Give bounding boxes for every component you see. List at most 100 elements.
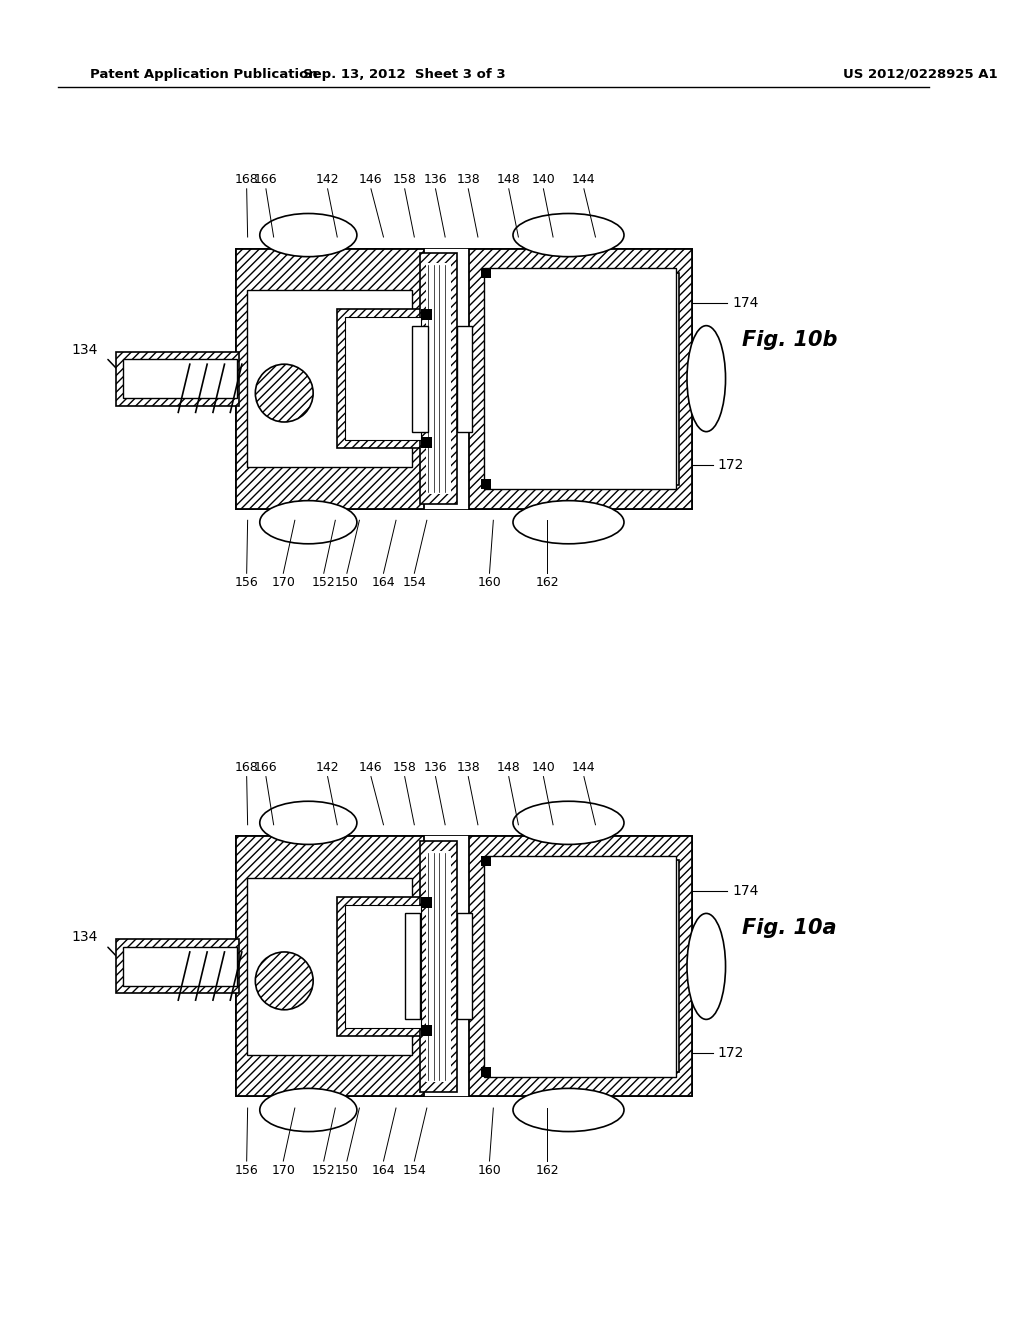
Bar bbox=[246, 288, 424, 470]
Bar bbox=[469, 837, 692, 1097]
Text: 144: 144 bbox=[572, 760, 596, 774]
Bar bbox=[421, 1026, 432, 1036]
Circle shape bbox=[255, 364, 313, 422]
Bar bbox=[345, 317, 421, 441]
Text: 138: 138 bbox=[457, 173, 480, 186]
Bar bbox=[420, 841, 457, 1092]
Text: 156: 156 bbox=[234, 1164, 258, 1177]
Bar bbox=[345, 904, 421, 1028]
Bar bbox=[415, 837, 486, 1097]
Text: 174: 174 bbox=[732, 884, 759, 898]
Bar bbox=[237, 837, 692, 1097]
Text: US 2012/0228925 A1: US 2012/0228925 A1 bbox=[843, 67, 997, 81]
Text: 146: 146 bbox=[359, 173, 383, 186]
Bar bbox=[421, 898, 432, 908]
Bar bbox=[237, 248, 692, 508]
Bar bbox=[481, 479, 492, 490]
Text: 160: 160 bbox=[477, 576, 502, 589]
Text: 166: 166 bbox=[254, 760, 278, 774]
Text: 134: 134 bbox=[72, 343, 98, 356]
Text: 164: 164 bbox=[372, 576, 395, 589]
Text: 174: 174 bbox=[732, 297, 759, 310]
Bar bbox=[123, 948, 237, 986]
Bar bbox=[116, 940, 239, 994]
Text: 142: 142 bbox=[315, 173, 339, 186]
Text: 136: 136 bbox=[424, 760, 447, 774]
Bar bbox=[116, 351, 239, 405]
Bar bbox=[457, 326, 472, 432]
Bar bbox=[123, 359, 237, 397]
Text: 158: 158 bbox=[393, 760, 417, 774]
Ellipse shape bbox=[260, 500, 357, 544]
Bar bbox=[413, 326, 428, 432]
Text: 162: 162 bbox=[536, 1164, 559, 1177]
Text: 168: 168 bbox=[234, 760, 258, 774]
Bar bbox=[415, 248, 486, 508]
Ellipse shape bbox=[260, 214, 357, 256]
Bar bbox=[486, 273, 679, 484]
Bar bbox=[457, 913, 472, 1019]
Text: 146: 146 bbox=[359, 760, 383, 774]
Bar bbox=[481, 268, 492, 279]
Ellipse shape bbox=[260, 801, 357, 845]
Bar bbox=[426, 851, 451, 1082]
Bar bbox=[483, 855, 677, 1077]
Text: 166: 166 bbox=[254, 173, 278, 186]
Text: Fig. 10b: Fig. 10b bbox=[742, 330, 838, 350]
Text: 152: 152 bbox=[312, 576, 336, 589]
Bar bbox=[481, 855, 492, 866]
Circle shape bbox=[255, 952, 313, 1010]
Text: 158: 158 bbox=[393, 173, 417, 186]
Text: 150: 150 bbox=[335, 1164, 358, 1177]
Text: 134: 134 bbox=[72, 931, 98, 945]
Text: 162: 162 bbox=[536, 576, 559, 589]
Text: 138: 138 bbox=[457, 760, 480, 774]
Bar bbox=[483, 268, 677, 490]
Bar bbox=[404, 913, 420, 1019]
Text: 164: 164 bbox=[372, 1164, 395, 1177]
Text: 172: 172 bbox=[718, 1047, 744, 1060]
Bar bbox=[237, 837, 424, 1097]
Text: 160: 160 bbox=[477, 1164, 502, 1177]
Bar bbox=[421, 309, 432, 319]
Ellipse shape bbox=[513, 214, 624, 256]
Bar bbox=[246, 875, 424, 1057]
Text: 172: 172 bbox=[718, 458, 744, 473]
Text: 154: 154 bbox=[402, 576, 426, 589]
Ellipse shape bbox=[260, 1089, 357, 1131]
Bar bbox=[421, 437, 432, 447]
Text: 170: 170 bbox=[271, 576, 295, 589]
Bar bbox=[337, 898, 429, 1036]
Text: 150: 150 bbox=[335, 576, 358, 589]
Text: h: h bbox=[589, 494, 596, 503]
Text: Patent Application Publication: Patent Application Publication bbox=[90, 67, 317, 81]
Ellipse shape bbox=[687, 913, 726, 1019]
Bar bbox=[426, 263, 451, 494]
Bar bbox=[247, 290, 413, 467]
Bar bbox=[469, 248, 692, 508]
Ellipse shape bbox=[513, 500, 624, 544]
Ellipse shape bbox=[513, 801, 624, 845]
Text: 152: 152 bbox=[312, 1164, 336, 1177]
Text: 144: 144 bbox=[572, 173, 596, 186]
Bar bbox=[237, 248, 424, 508]
Text: 168: 168 bbox=[234, 173, 258, 186]
Bar bbox=[481, 1067, 492, 1077]
Bar bbox=[420, 253, 457, 504]
Bar bbox=[337, 309, 429, 447]
Text: Fig. 10a: Fig. 10a bbox=[742, 917, 837, 939]
Bar bbox=[247, 878, 413, 1055]
Text: 148: 148 bbox=[497, 760, 520, 774]
Ellipse shape bbox=[687, 326, 726, 432]
Text: 140: 140 bbox=[531, 760, 555, 774]
Bar bbox=[486, 861, 679, 1072]
Text: +: + bbox=[596, 490, 603, 499]
Text: 156: 156 bbox=[234, 576, 258, 589]
Text: -: - bbox=[596, 499, 599, 508]
Text: 148: 148 bbox=[497, 173, 520, 186]
Text: 136: 136 bbox=[424, 173, 447, 186]
Text: 142: 142 bbox=[315, 760, 339, 774]
Text: 140: 140 bbox=[531, 173, 555, 186]
Text: Sep. 13, 2012  Sheet 3 of 3: Sep. 13, 2012 Sheet 3 of 3 bbox=[303, 67, 506, 81]
Ellipse shape bbox=[513, 1089, 624, 1131]
